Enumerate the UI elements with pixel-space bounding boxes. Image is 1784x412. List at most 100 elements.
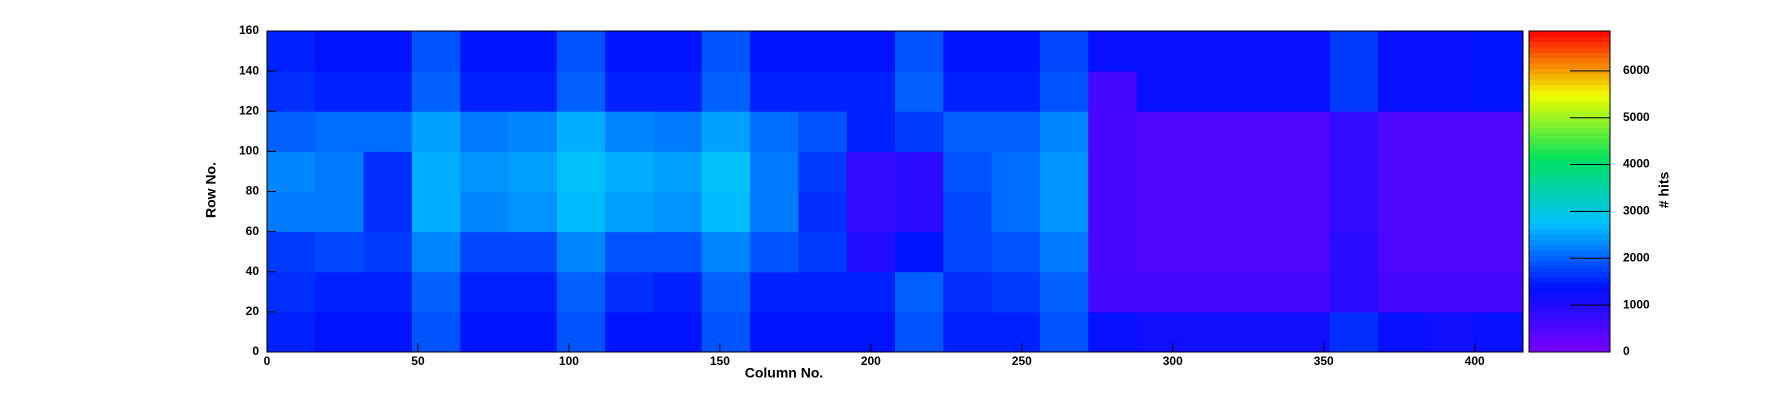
heat-cell	[556, 111, 606, 152]
heat-cell	[846, 271, 896, 313]
x-tick-label: 350	[1314, 354, 1334, 368]
heat-cell	[460, 151, 510, 192]
colorbar-segment	[1529, 346, 1610, 353]
heat-cell	[556, 311, 606, 353]
colorbar-segment	[1529, 207, 1610, 214]
colorbar-tick-label: 3000	[1623, 204, 1650, 218]
y-tick-label: 40	[246, 264, 260, 278]
heat-cell	[991, 191, 1041, 233]
heat-cell	[701, 151, 751, 192]
heat-cell	[1136, 71, 1186, 112]
heat-cell	[1039, 111, 1089, 152]
colorbar-segment	[1529, 116, 1610, 123]
heat-cell	[1329, 191, 1379, 233]
heat-cell	[991, 111, 1041, 152]
heat-cell	[653, 311, 703, 353]
colorbar-segment	[1529, 277, 1610, 283]
y-tick-label: 100	[239, 144, 259, 158]
heat-cell	[1426, 71, 1476, 112]
heat-cell	[1184, 311, 1234, 353]
heat-cell	[556, 151, 606, 192]
heat-cell	[605, 71, 654, 112]
heat-cell	[411, 311, 461, 353]
heat-cell	[1378, 271, 1427, 313]
colorbar-segment	[1529, 63, 1610, 69]
heat-cell	[943, 71, 993, 112]
heat-cell	[1184, 71, 1234, 112]
heat-cell	[1329, 111, 1379, 152]
heat-cell	[1281, 151, 1331, 192]
heat-cell	[653, 111, 703, 152]
heat-cell	[1378, 311, 1427, 353]
heat-cell	[1426, 191, 1476, 233]
colorbar-segment	[1529, 73, 1610, 80]
heat-cell	[363, 31, 413, 72]
colorbar-segment	[1529, 255, 1610, 262]
heat-cell	[556, 231, 606, 273]
heat-cell	[508, 231, 558, 273]
heat-cell	[1474, 311, 1524, 353]
heat-cell	[895, 231, 944, 273]
colorbar-segment	[1529, 52, 1610, 59]
heat-cell	[895, 31, 944, 72]
heat-cell	[798, 311, 848, 353]
heat-cell	[1281, 191, 1331, 233]
heat-cell	[411, 31, 461, 72]
colorbar-segment	[1529, 31, 1610, 37]
heat-cell	[991, 311, 1041, 353]
heat-cell	[1088, 231, 1138, 273]
heat-cell	[1474, 271, 1524, 313]
colorbar-segment	[1529, 100, 1610, 107]
heat-cell	[411, 231, 461, 273]
heat-cell	[267, 71, 316, 112]
heat-cell	[1426, 311, 1476, 353]
colorbar-segment	[1529, 143, 1610, 150]
x-tick-label: 250	[1012, 354, 1032, 368]
colorbar-segment	[1529, 127, 1610, 134]
colorbar-tick-label: 1000	[1623, 297, 1650, 311]
heat-cell	[363, 151, 413, 192]
heat-cell	[943, 311, 993, 353]
heat-cell	[1136, 271, 1186, 313]
heat-cell	[605, 271, 654, 313]
heat-cell	[605, 231, 654, 273]
heat-cell	[1474, 151, 1524, 192]
heat-cell	[1039, 311, 1089, 353]
colorbar-segment	[1529, 245, 1610, 251]
colorbar-segment	[1529, 57, 1610, 64]
heat-cell	[701, 271, 751, 313]
heat-cell	[508, 111, 558, 152]
heat-cell	[1039, 231, 1089, 273]
heat-cell	[1378, 231, 1427, 273]
colorbar-segment	[1529, 111, 1610, 118]
heat-cell	[1378, 71, 1427, 112]
heat-cell	[1281, 71, 1331, 112]
heat-cell	[556, 31, 606, 72]
heat-cell	[1426, 31, 1476, 72]
heat-cell	[267, 191, 316, 233]
heat-cell	[701, 231, 751, 273]
heat-cell	[1329, 31, 1379, 72]
colorbar-segment	[1529, 239, 1610, 246]
heat-cell	[943, 191, 993, 233]
y-tick-label: 160	[239, 23, 259, 37]
colorbar-segment	[1529, 298, 1610, 305]
heat-cell	[846, 191, 896, 233]
heat-cell	[1184, 111, 1234, 152]
colorbar-segment	[1529, 335, 1610, 342]
heat-cell	[605, 31, 654, 72]
heat-cell	[798, 271, 848, 313]
heat-cell	[1136, 151, 1186, 192]
heat-cell	[1426, 231, 1476, 273]
heat-cell	[1184, 151, 1234, 192]
colorbar-segment	[1529, 186, 1610, 192]
heat-cell	[267, 311, 316, 353]
heat-cell	[605, 311, 654, 353]
x-tick-label: 50	[411, 354, 425, 368]
colorbar-segment	[1529, 121, 1610, 128]
heat-cell	[846, 71, 896, 112]
heat-cell	[750, 191, 799, 233]
heat-cell	[1233, 191, 1282, 233]
x-tick-label: 300	[1163, 354, 1183, 368]
heat-cell	[1184, 191, 1234, 233]
